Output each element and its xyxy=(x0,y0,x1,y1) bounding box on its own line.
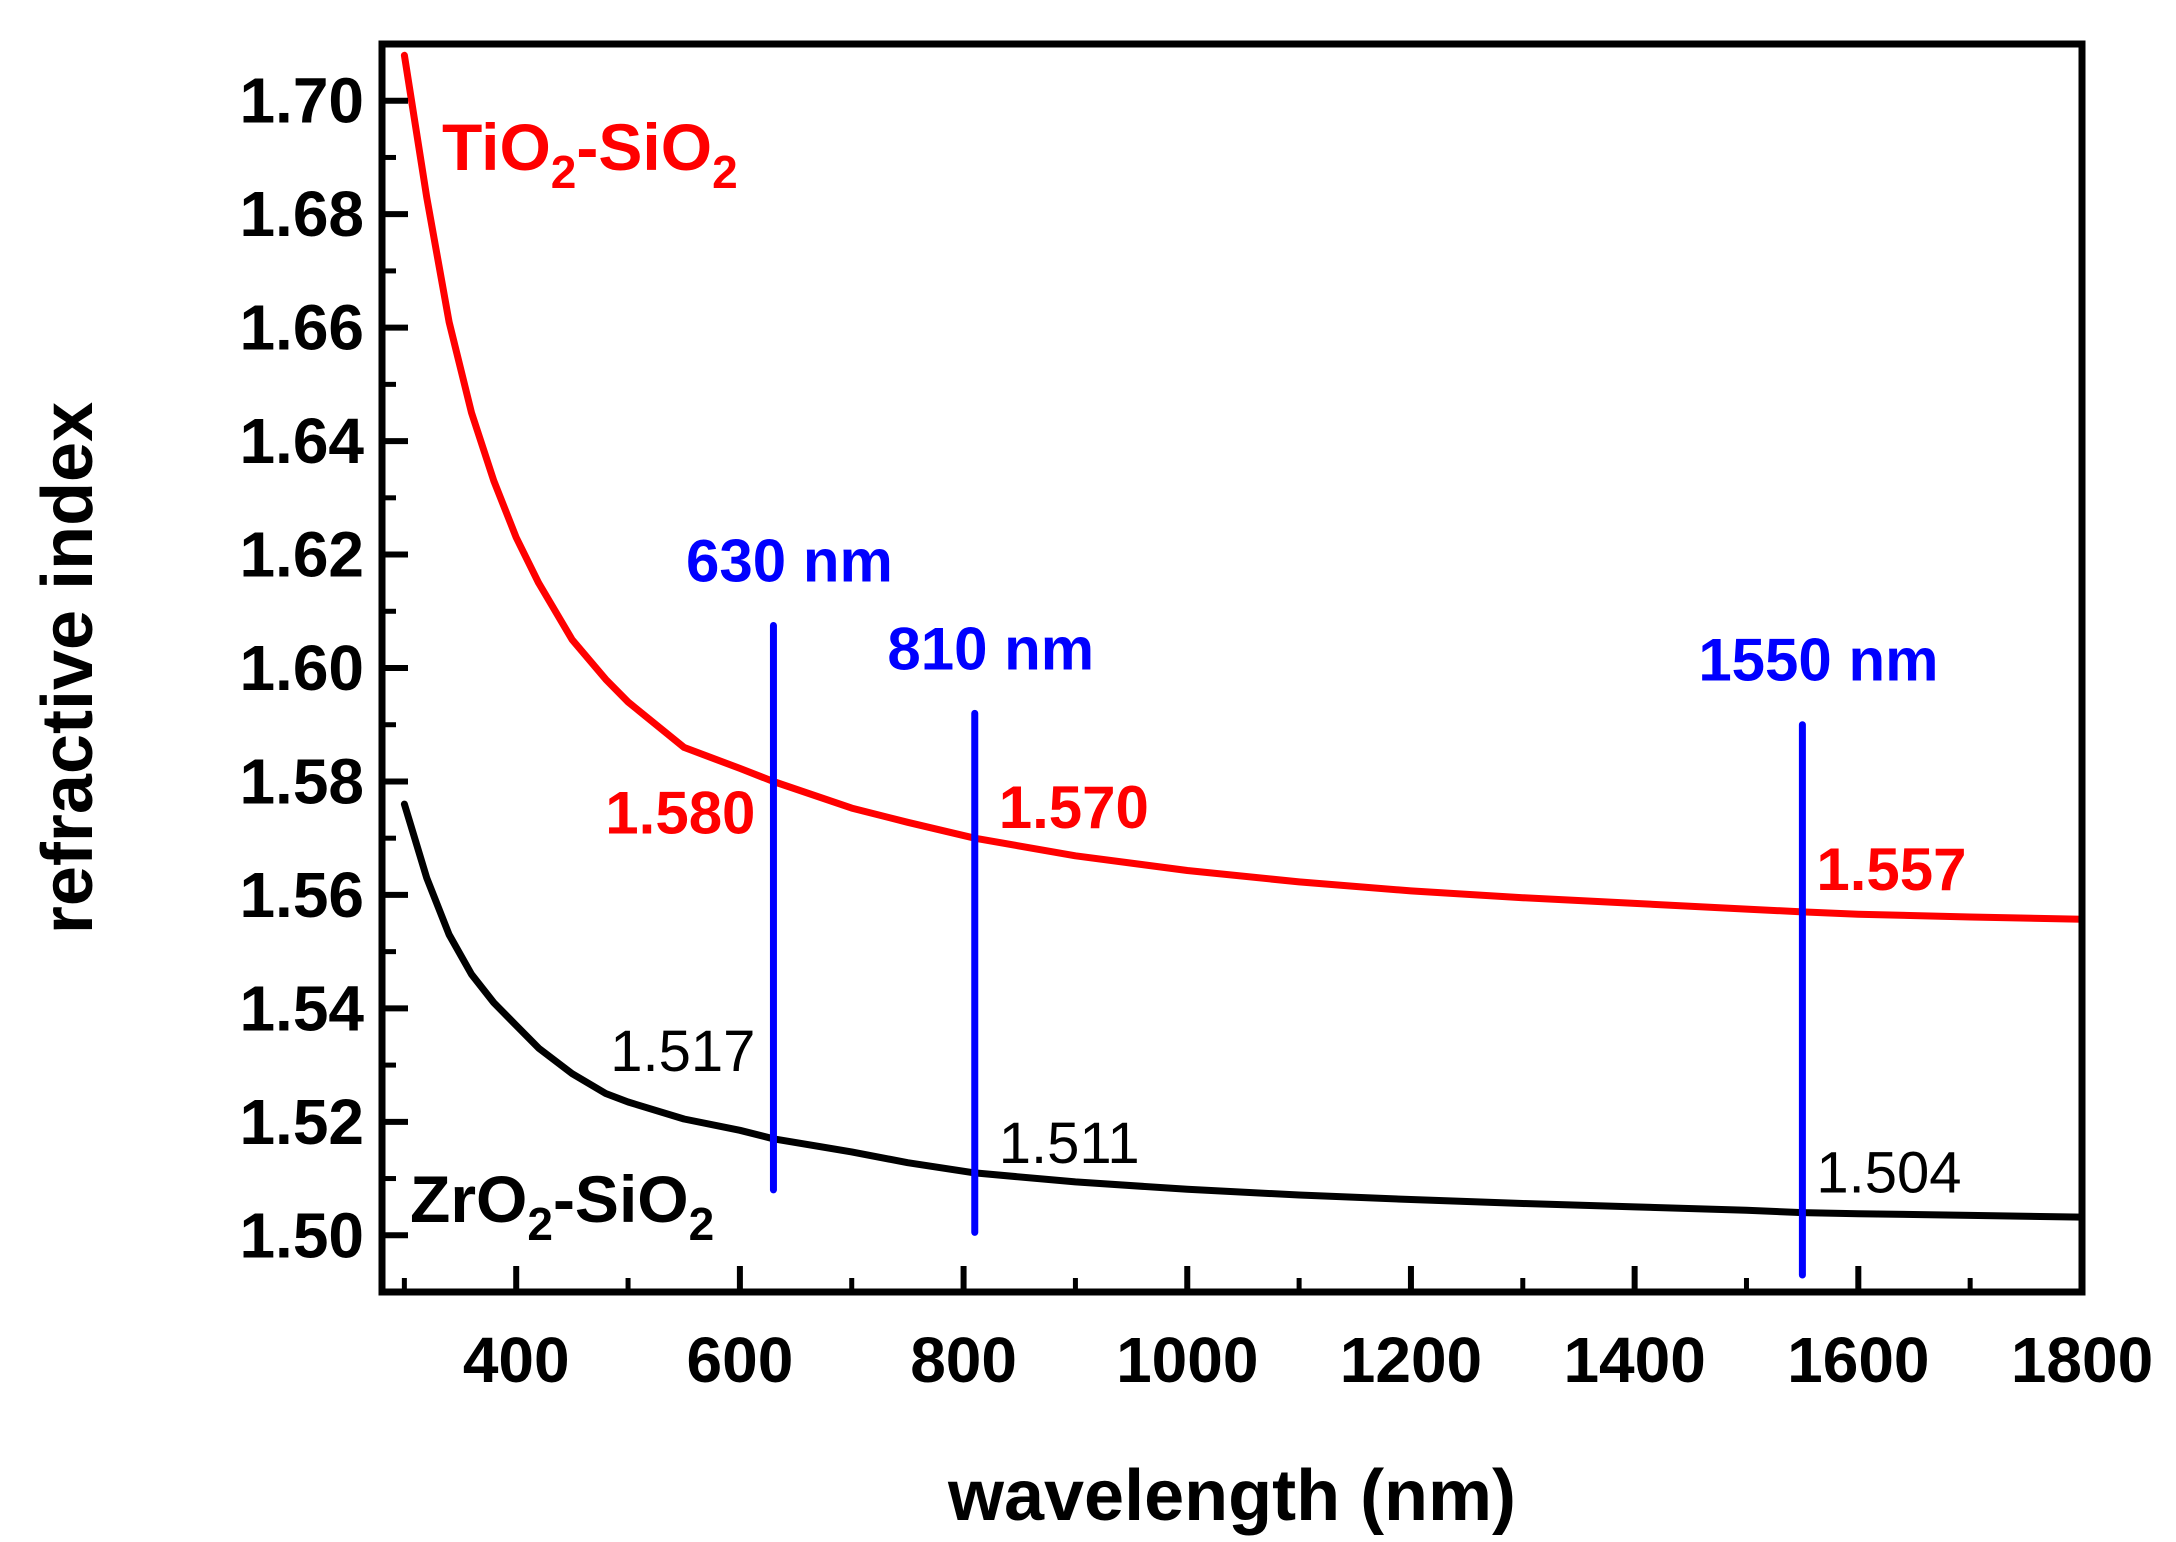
y-tick-label: 1.52 xyxy=(239,1086,364,1158)
x-tick-label: 1800 xyxy=(2011,1324,2153,1396)
x-tick-label: 1600 xyxy=(1787,1324,1929,1396)
y-tick-label: 1.54 xyxy=(239,972,364,1044)
y-tick-label: 1.70 xyxy=(239,65,364,137)
series-line-tio2-sio2 xyxy=(400,51,2086,923)
value-annotation: 1.580 xyxy=(605,779,755,846)
x-axis-title: wavelength (nm) xyxy=(947,1456,1516,1536)
series-label-part: 2 xyxy=(689,1198,715,1250)
y-tick-label: 1.60 xyxy=(239,632,364,704)
x-tick-label: 600 xyxy=(687,1324,794,1396)
value-annotation: 1.557 xyxy=(1816,836,1966,903)
marker-label-630: 630 nm xyxy=(686,527,893,594)
value-annotation: 1.517 xyxy=(610,1019,755,1084)
x-tick-label: 1200 xyxy=(1340,1324,1482,1396)
y-tick-label: 1.56 xyxy=(239,859,364,931)
series-label-part: 2 xyxy=(551,146,577,198)
y-tick-label: 1.58 xyxy=(239,745,364,817)
y-tick-label: 1.64 xyxy=(239,405,364,477)
x-tick-label: 400 xyxy=(463,1324,570,1396)
value-annotation: 1.504 xyxy=(1816,1141,1961,1206)
marker-label-810: 810 nm xyxy=(887,615,1094,682)
x-tick-label: 1400 xyxy=(1563,1324,1705,1396)
x-tick-label: 800 xyxy=(910,1324,1017,1396)
x-tick-label: 1000 xyxy=(1116,1324,1258,1396)
series-label-zro2-sio2: ZrO2-SiO2 xyxy=(410,1162,714,1250)
y-tick-label: 1.50 xyxy=(239,1199,364,1271)
series-label-part: ZrO xyxy=(410,1162,527,1236)
series-label-part: -SiO xyxy=(576,110,712,184)
series-label-part: 2 xyxy=(527,1198,553,1250)
series-label-part: -SiO xyxy=(553,1162,689,1236)
series-line-zro2-sio2 xyxy=(400,800,2086,1221)
y-axis-title: refractive index xyxy=(28,402,108,934)
y-tick-label: 1.62 xyxy=(239,519,364,591)
plot-area: 400 600 800 1000 1200 1400 1600 1800 1.50 1.52 1.5… xyxy=(28,40,2153,1536)
value-annotation: 1.511 xyxy=(999,1111,1140,1176)
y-tick-label: 1.66 xyxy=(239,292,364,364)
series-label-part: 2 xyxy=(712,146,738,198)
series-label-part: TiO xyxy=(442,110,551,184)
y-tick-label: 1.68 xyxy=(239,178,364,250)
value-annotation: 1.570 xyxy=(999,774,1149,841)
series-label-tio2-sio2: TiO2-SiO2 xyxy=(442,110,738,198)
marker-label-1550: 1550 nm xyxy=(1698,627,1938,694)
